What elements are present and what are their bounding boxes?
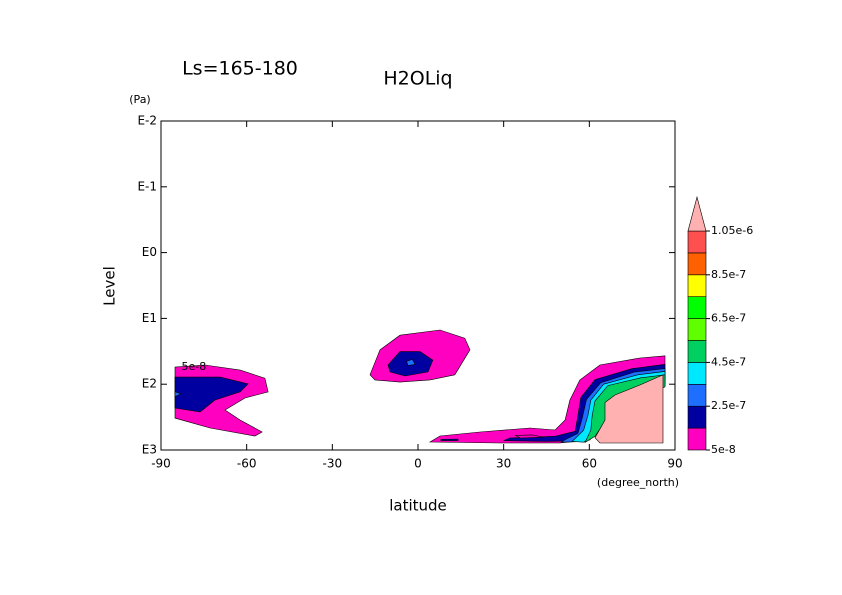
x-tick-label: 60 (582, 457, 597, 471)
colorbar-band (687, 383, 707, 407)
colorbar-tick-label: 4.5e-7 (711, 355, 746, 368)
x-tick-label: -30 (323, 457, 343, 471)
colorbar-band (687, 274, 707, 297)
colorbar-extend (687, 195, 707, 232)
y-units: (Pa) (129, 93, 150, 106)
x-tick-label: 90 (667, 457, 682, 471)
y-tick-label: E-2 (137, 114, 157, 128)
chart-subtitle: Ls=165-180 (182, 58, 298, 80)
colorbar-band (687, 252, 707, 276)
colorbar-tick-label: 8.5e-7 (711, 268, 746, 281)
colorbar-band (687, 340, 707, 363)
colorbar-band (687, 405, 707, 429)
colorbar-tick-label: 6.5e-7 (711, 312, 746, 325)
chart-title: H2OLiq (383, 68, 452, 90)
colorbar-band (687, 230, 707, 254)
plot-area (174, 329, 666, 444)
contour-region (174, 376, 249, 413)
y-tick-label: E-1 (137, 179, 157, 193)
x-axis-label: latitude (389, 497, 447, 515)
y-tick-label: E0 (142, 245, 157, 259)
contour-region (594, 374, 664, 444)
y-axis-label: Level (101, 266, 119, 306)
x-tick-label: -90 (151, 457, 171, 471)
colorbar-tick-label: 2.5e-7 (711, 399, 746, 412)
colorbar-band (687, 427, 707, 451)
colorbar-band (687, 362, 707, 385)
contour-region (440, 438, 459, 441)
x-units: (degree_north) (597, 476, 679, 489)
contour-region (406, 359, 416, 366)
y-tick-label: E1 (142, 311, 157, 325)
contour-region (514, 434, 544, 439)
colorbar-tick-label: 5e-8 (711, 443, 736, 456)
colorbar-band (687, 318, 707, 341)
x-tick-label: 0 (414, 457, 422, 471)
y-tick-label: E2 (142, 377, 157, 391)
x-tick-label: -60 (237, 457, 257, 471)
contour-label: 5e-8 (181, 360, 206, 373)
colorbar-band (687, 296, 707, 319)
colorbar-tick-label: 1.05e-6 (711, 224, 753, 237)
contour-region (174, 391, 182, 398)
x-tick-label: 30 (496, 457, 511, 471)
y-tick-label: E3 (142, 443, 157, 457)
